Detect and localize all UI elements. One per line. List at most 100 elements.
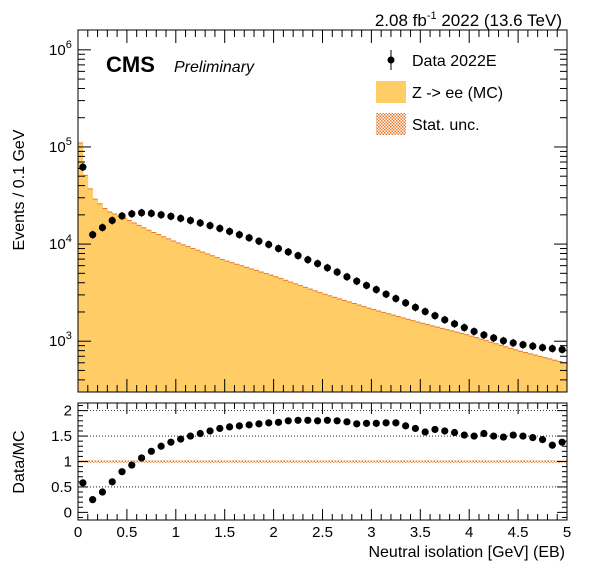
ratio-point xyxy=(431,425,439,434)
data-point xyxy=(284,248,292,256)
mc-bin xyxy=(449,330,455,392)
ratio-plot-axes: 0 0.5 1 1.5 2 0 0.5 1 1.5 2 2.5 3 3.5 4 4.5 5 xyxy=(51,403,571,541)
data-point xyxy=(538,343,547,352)
mc-bin xyxy=(258,272,265,392)
ratio-point xyxy=(108,478,116,486)
mc-bin xyxy=(78,142,84,392)
x-tick-label: 5 xyxy=(563,524,571,541)
mc-bin xyxy=(483,340,490,392)
mc-bin xyxy=(503,346,509,392)
mc-bin xyxy=(332,297,338,392)
ratio-y-tick-label: 2 xyxy=(64,403,72,420)
legend-unc-swatch xyxy=(376,113,406,135)
mc-bin xyxy=(219,259,226,392)
ratio-point xyxy=(548,441,556,449)
ratio-point xyxy=(255,420,263,428)
ratio-point xyxy=(402,422,410,430)
mc-bin xyxy=(381,312,387,392)
data-point xyxy=(137,209,146,217)
data-point xyxy=(128,210,136,218)
ratio-point xyxy=(333,417,341,425)
data-point xyxy=(499,337,508,345)
data-point xyxy=(548,344,556,353)
mc-bin xyxy=(488,342,495,392)
mc-bin xyxy=(327,295,333,392)
mc-bin xyxy=(552,360,558,392)
data-point xyxy=(441,316,449,324)
ratio-y-tick-label: 1.5 xyxy=(51,428,72,445)
ratio-plot-panel: 0 0.5 1 1.5 2 0 0.5 1 1.5 2 2.5 3 3.5 4 4.5 5 xyxy=(51,402,571,541)
x-tick-label: 2.5 xyxy=(312,524,333,541)
mc-bin xyxy=(278,278,284,392)
data-point xyxy=(392,294,400,303)
mc-bin xyxy=(254,270,260,392)
y-tick-label: 104 xyxy=(49,233,72,253)
mc-bin xyxy=(170,240,177,392)
ratio-point xyxy=(460,431,468,439)
mc-bin xyxy=(161,236,167,392)
mc-bin xyxy=(112,213,118,392)
data-point xyxy=(480,331,488,339)
ratio-point xyxy=(177,435,185,443)
mc-bin xyxy=(425,324,431,392)
mc-bin xyxy=(224,261,230,392)
data-point xyxy=(314,259,322,268)
mc-bin xyxy=(395,316,402,392)
mc-bin xyxy=(175,242,182,392)
ratio-point xyxy=(362,419,371,427)
mc-bin xyxy=(356,305,363,392)
mc-bin xyxy=(131,222,138,392)
data-point xyxy=(470,327,478,336)
mc-bin xyxy=(361,306,367,392)
x-tick-label: 3 xyxy=(367,524,375,541)
data-points xyxy=(79,163,566,354)
mc-bin xyxy=(366,308,372,392)
y-tick-label: 103 xyxy=(49,330,72,350)
data-point xyxy=(509,339,517,347)
x-tick-label: 0.5 xyxy=(116,524,137,541)
mc-bin xyxy=(493,343,499,392)
ratio-point xyxy=(118,468,126,476)
mc-bin xyxy=(268,275,274,392)
mc-bin xyxy=(126,220,133,392)
ratio-point xyxy=(382,419,390,427)
data-point xyxy=(372,285,380,294)
mc-bin xyxy=(244,267,250,392)
mc-bin xyxy=(200,252,206,392)
x-tick-label: 1.5 xyxy=(214,524,235,541)
data-point xyxy=(265,240,273,249)
mc-bin xyxy=(478,339,485,392)
ratio-point xyxy=(89,496,97,504)
ratio-point xyxy=(490,432,498,440)
mc-bin xyxy=(508,348,514,392)
mc-bin xyxy=(322,294,328,392)
data-point xyxy=(79,163,87,171)
ratio-point xyxy=(216,424,224,433)
mc-bin xyxy=(346,301,353,392)
mc-bin xyxy=(474,337,480,392)
data-point xyxy=(529,342,537,350)
ratio-point xyxy=(137,454,146,462)
ratio-point xyxy=(529,433,537,442)
ratio-point xyxy=(558,438,566,446)
ratio-point xyxy=(245,421,253,429)
legend-unc-label: Stat. unc. xyxy=(412,117,480,134)
mc-bin xyxy=(82,175,89,392)
y-tick-label: 105 xyxy=(49,136,72,156)
mc-bin xyxy=(532,355,539,392)
mc-bin xyxy=(229,262,235,392)
data-point xyxy=(450,320,459,328)
mc-bin xyxy=(166,238,172,392)
ratio-point xyxy=(79,479,87,487)
mc-bin xyxy=(185,246,191,392)
ratio-point xyxy=(411,424,420,433)
mc-bin xyxy=(122,218,128,392)
mc-bin xyxy=(87,188,94,392)
ratio-point xyxy=(294,416,302,424)
ratio-point xyxy=(499,433,508,441)
mc-bin xyxy=(400,317,407,392)
ratio-point xyxy=(225,423,234,431)
data-point xyxy=(118,212,126,220)
data-point xyxy=(411,303,420,311)
